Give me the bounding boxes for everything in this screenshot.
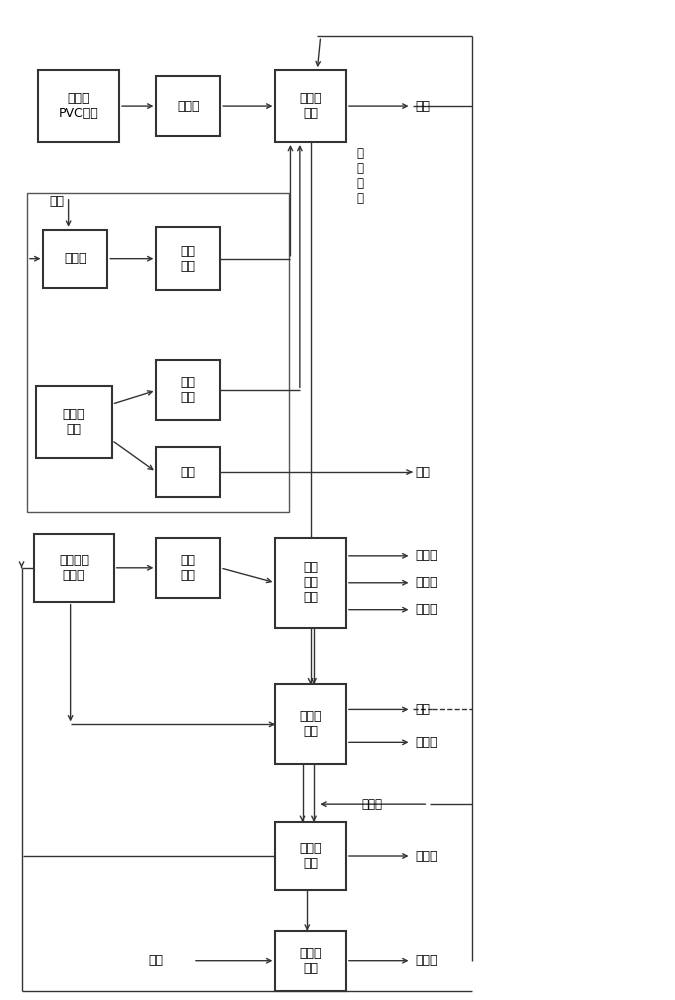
FancyBboxPatch shape xyxy=(275,684,346,764)
Text: 盐钙
联产
装置: 盐钙 联产 装置 xyxy=(303,561,318,604)
FancyBboxPatch shape xyxy=(157,227,220,290)
Text: 氨碱法
装置: 氨碱法 装置 xyxy=(299,92,322,120)
FancyBboxPatch shape xyxy=(157,538,220,598)
Text: 氯化铵: 氯化铵 xyxy=(416,736,438,749)
Text: 联碱法
装置: 联碱法 装置 xyxy=(299,710,322,738)
Text: 固体盐: 固体盐 xyxy=(416,603,438,616)
Text: 盐井二或
盐井三: 盐井二或 盐井三 xyxy=(59,554,89,582)
Text: 合成氨
装置: 合成氨 装置 xyxy=(63,408,85,436)
FancyBboxPatch shape xyxy=(34,534,113,602)
Text: 液氨: 液氨 xyxy=(181,466,196,479)
Text: 液氨: 液氨 xyxy=(416,466,431,479)
Text: 高钙
卤水: 高钙 卤水 xyxy=(181,554,196,582)
FancyBboxPatch shape xyxy=(157,76,220,136)
FancyBboxPatch shape xyxy=(38,70,119,142)
FancyBboxPatch shape xyxy=(275,70,346,142)
Text: 电石渣: 电石渣 xyxy=(177,100,200,113)
Text: 纯碱: 纯碱 xyxy=(416,703,431,716)
Text: 液体钙: 液体钙 xyxy=(416,576,438,589)
FancyBboxPatch shape xyxy=(43,230,107,288)
Text: 纯碱: 纯碱 xyxy=(416,100,431,113)
FancyBboxPatch shape xyxy=(36,386,111,458)
Text: 低硝
卤水: 低硝 卤水 xyxy=(181,245,196,273)
FancyBboxPatch shape xyxy=(275,931,346,991)
Text: 硫酸钙
装置: 硫酸钙 装置 xyxy=(299,947,322,975)
Text: 热碱液: 热碱液 xyxy=(361,798,382,811)
Text: 淡水: 淡水 xyxy=(50,195,65,208)
FancyBboxPatch shape xyxy=(275,538,346,628)
Text: 电石法
PVC装置: 电石法 PVC装置 xyxy=(59,92,99,120)
Text: 碳酸钙
装置: 碳酸钙 装置 xyxy=(299,842,322,870)
Text: 固体钙: 固体钙 xyxy=(416,549,438,562)
Text: 芒硝: 芒硝 xyxy=(148,954,163,967)
Text: 盐井一: 盐井一 xyxy=(64,252,86,265)
FancyBboxPatch shape xyxy=(157,447,220,497)
Text: 二氧
化碳: 二氧 化碳 xyxy=(181,376,196,404)
FancyBboxPatch shape xyxy=(157,360,220,420)
Text: 废
液
废
渣: 废 液 废 渣 xyxy=(356,147,363,205)
FancyBboxPatch shape xyxy=(275,822,346,890)
Text: 碳酸钙: 碳酸钙 xyxy=(416,850,438,863)
Text: 硫酸钙: 硫酸钙 xyxy=(416,954,438,967)
